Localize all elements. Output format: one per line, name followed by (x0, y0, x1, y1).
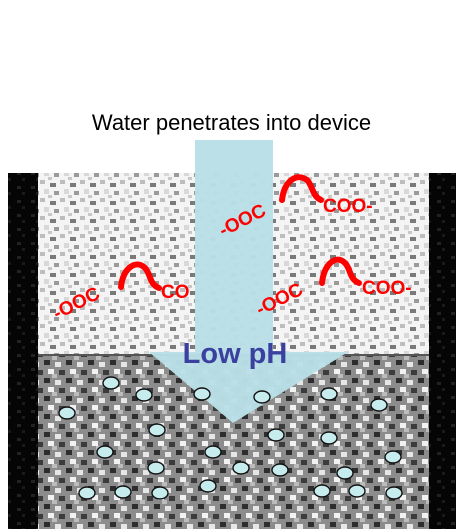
diagram-caption: Water penetrates into device (91, 110, 372, 135)
left-wall (8, 173, 38, 529)
particle (267, 428, 285, 442)
particle (193, 387, 211, 401)
polymer-right-label: CO (161, 282, 190, 303)
polymer-right-label: COO- (362, 278, 412, 299)
right-wall (429, 173, 456, 529)
particle (253, 390, 271, 404)
polymer-right-label: COO- (323, 196, 373, 217)
particle (271, 463, 289, 477)
particle (320, 431, 338, 445)
polymer-chain: -OOC COO- (216, 174, 373, 241)
particle (96, 445, 114, 459)
particle (336, 466, 354, 480)
particle (313, 484, 331, 498)
particle (151, 486, 169, 500)
particle (348, 484, 366, 498)
particle (78, 486, 96, 500)
particle (204, 445, 222, 459)
particle (148, 423, 166, 437)
particle (320, 387, 338, 401)
particle (147, 461, 165, 475)
particle (370, 398, 388, 412)
particle (385, 486, 403, 500)
particle (199, 479, 217, 493)
particles (58, 376, 403, 500)
particle (58, 406, 76, 420)
arrow-label: Low pH (183, 338, 288, 370)
particle (102, 376, 120, 390)
particle (114, 485, 132, 499)
particle (135, 388, 153, 402)
particle (232, 461, 250, 475)
water-arrow (149, 140, 348, 423)
particle (384, 450, 402, 464)
